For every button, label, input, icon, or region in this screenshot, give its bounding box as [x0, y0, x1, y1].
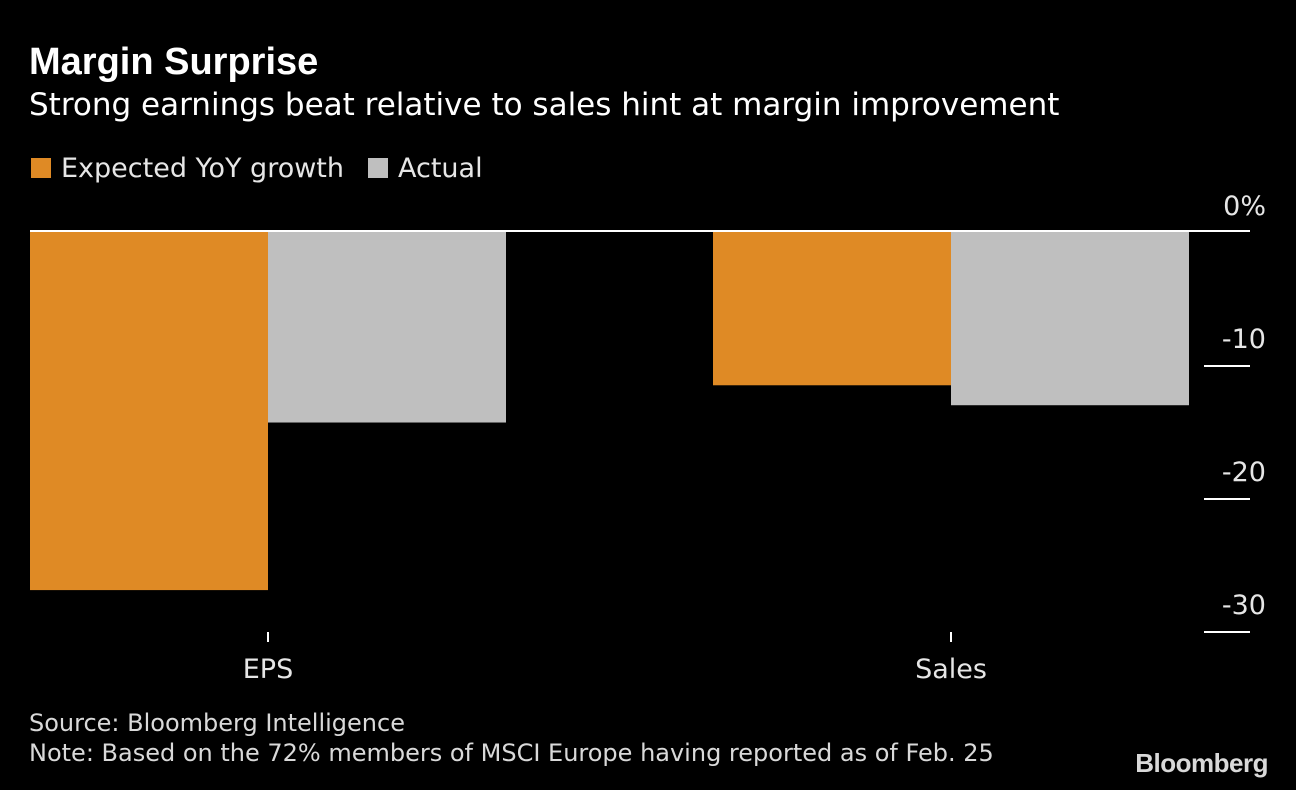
x-tick-label-sales: Sales — [915, 654, 987, 685]
legend: Expected YoY growth Actual — [31, 152, 507, 184]
y-tick-label-30: -30 — [1222, 590, 1266, 621]
legend-label-expected: Expected YoY growth — [61, 152, 344, 184]
legend-swatch-expected — [31, 158, 51, 178]
source-note: Source: Bloomberg Intelligence — [29, 709, 405, 737]
y-tick-label-10: -10 — [1222, 324, 1266, 355]
bloomberg-logo: Bloomberg — [1135, 748, 1268, 778]
legend-swatch-actual — [368, 158, 388, 178]
bar-sales-actual — [951, 231, 1189, 406]
bar-eps-actual — [268, 231, 506, 423]
y-tick-label-20: -20 — [1222, 457, 1266, 488]
legend-label-actual: Actual — [398, 152, 483, 184]
legend-item-actual: Actual — [368, 153, 483, 184]
footnote: Note: Based on the 72% members of MSCI E… — [29, 739, 994, 767]
x-tick-label-eps: EPS — [243, 654, 293, 685]
y-tick-label-0: 0% — [1223, 191, 1266, 222]
legend-item-expected: Expected YoY growth — [31, 153, 344, 184]
bar-eps-expected — [30, 231, 268, 591]
chart-subtitle: Strong earnings beat relative to sales h… — [29, 87, 1060, 123]
chart-title: Margin Surprise — [29, 41, 319, 83]
bar-sales-expected — [713, 231, 951, 386]
